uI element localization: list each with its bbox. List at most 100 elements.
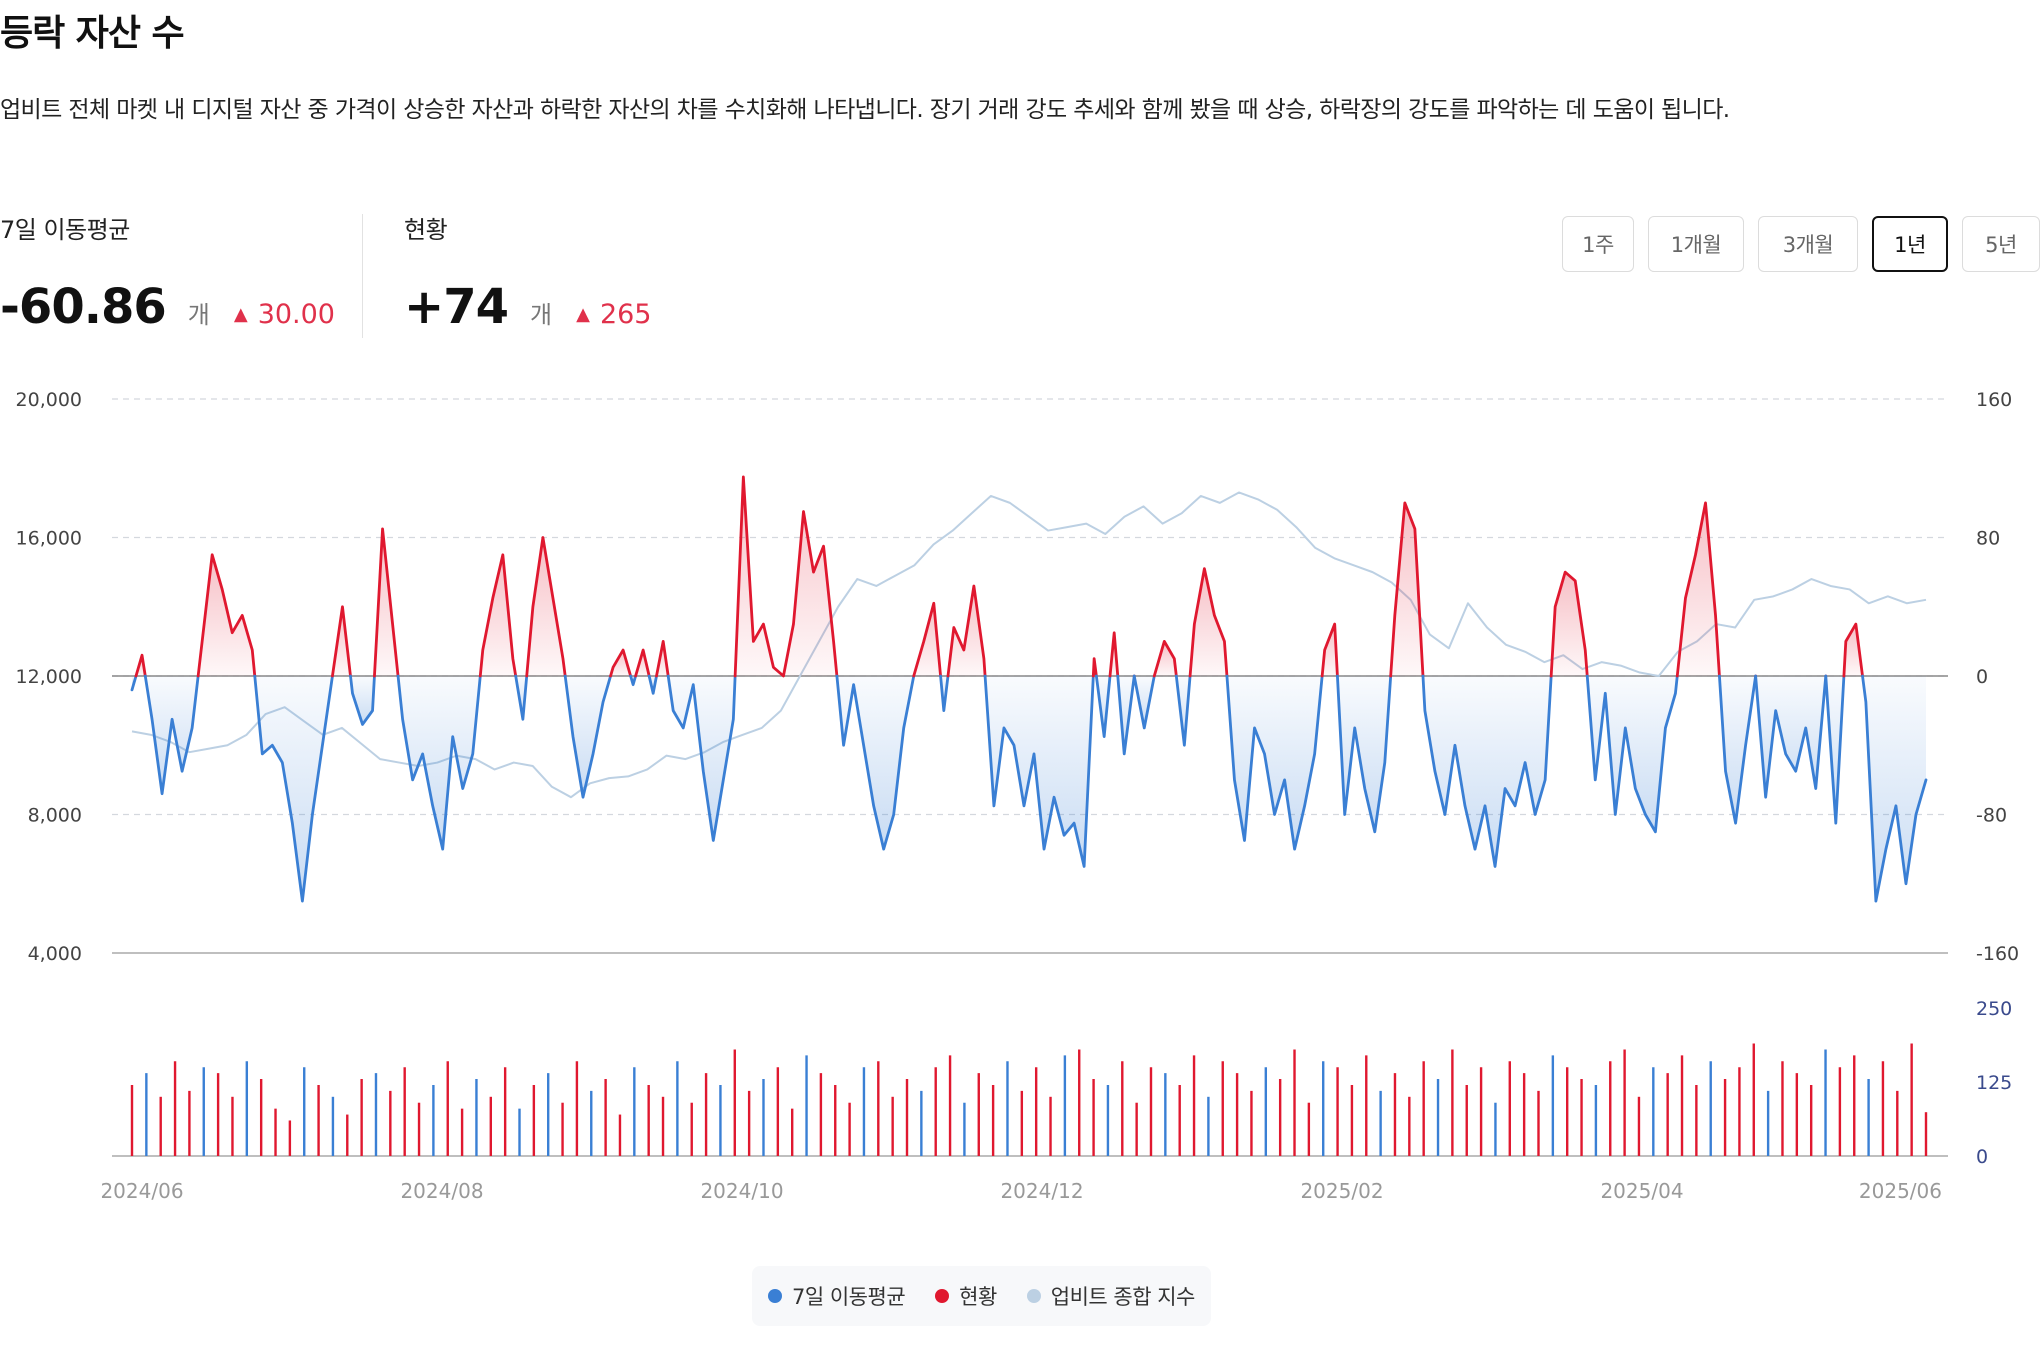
moving-average-area xyxy=(398,676,481,850)
moving-average-line xyxy=(1152,639,1178,678)
legend-dot-icon xyxy=(1026,1289,1041,1303)
moving-average-line xyxy=(647,674,658,695)
page-description: 업비트 전체 마켓 내 디지털 자산 중 가격이 상승한 자산과 하락한 자산의… xyxy=(0,97,1730,123)
moving-average-line xyxy=(1585,674,1679,834)
period-button-3m[interactable]: 3개월 xyxy=(1758,216,1858,272)
moving-average-area xyxy=(1190,568,1227,676)
moving-average-line xyxy=(349,674,376,726)
moving-average-line xyxy=(1824,674,1846,825)
x-axis-tick-label: 2025/02 xyxy=(1300,1179,1383,1203)
stat-moving-average-label: 7일 이동평균 xyxy=(0,216,130,244)
left-axis-tick-label: 16,000 xyxy=(16,528,82,550)
right-axis-tick-label: 160 xyxy=(1976,389,2012,411)
legend-item-index[interactable]: 업비트 종합 지수 xyxy=(1026,1281,1196,1311)
moving-average-line xyxy=(1861,674,1928,903)
moving-average-line xyxy=(143,674,200,796)
moving-average-line xyxy=(1718,674,1758,825)
stat-moving-average-change-value: 30.00 xyxy=(257,299,335,330)
left-axis-tick-label: 12,000 xyxy=(16,666,82,688)
moving-average-line xyxy=(1336,674,1393,834)
moving-average-area xyxy=(1551,572,1588,676)
left-axis-tick-label: 20,000 xyxy=(16,389,82,411)
moving-average-line xyxy=(1754,674,1828,799)
period-button-5y[interactable]: 5년 xyxy=(1962,216,2040,272)
moving-average-line xyxy=(1675,501,1721,678)
moving-average-area xyxy=(254,676,333,902)
legend-item-current[interactable]: 현황 xyxy=(935,1281,997,1311)
moving-average-area xyxy=(1862,676,1926,902)
right-axis-tick-label: -160 xyxy=(1976,943,2019,965)
left-axis-tick-label: 4,000 xyxy=(28,943,82,965)
moving-average-line xyxy=(1320,622,1339,678)
moving-average-area xyxy=(526,537,566,676)
stat-moving-average-unit: 개 xyxy=(187,301,210,329)
moving-average-area xyxy=(1117,676,1135,754)
stat-moving-average-change: ▲ 30.00 xyxy=(234,299,335,330)
moving-average-line xyxy=(912,601,942,678)
moving-average-line xyxy=(396,674,482,851)
moving-average-area xyxy=(610,650,631,676)
legend-dot-icon xyxy=(935,1289,950,1303)
moving-average-area xyxy=(1226,676,1323,850)
stat-current-value: +74 xyxy=(404,279,509,335)
moving-average-line xyxy=(1132,674,1156,730)
stat-current-unit: 개 xyxy=(530,301,553,329)
moving-average-area xyxy=(735,476,837,676)
legend-label-current: 현황 xyxy=(959,1285,997,1309)
moving-average-line xyxy=(939,674,950,713)
moving-average-area xyxy=(836,676,914,850)
period-button-1w[interactable]: 1주 xyxy=(1562,216,1634,272)
moving-average-area xyxy=(350,676,375,725)
left-axis-tick-label: 8,000 xyxy=(28,805,82,827)
moving-average-line xyxy=(1108,631,1120,678)
page-title: 등락 자산 수 xyxy=(0,13,185,54)
x-axis-tick-label: 2025/04 xyxy=(1600,1179,1683,1203)
moving-average-line xyxy=(196,553,257,678)
bar-axis-tick-label: 250 xyxy=(1976,998,2012,1020)
moving-average-line xyxy=(634,648,651,678)
legend-dot-icon xyxy=(768,1289,782,1303)
moving-average-line xyxy=(563,674,612,799)
moving-average-area xyxy=(480,554,516,676)
period-button-1y[interactable]: 1년 xyxy=(1872,216,1948,272)
legend-label-index: 업비트 종합 지수 xyxy=(1050,1285,1196,1309)
bar-axis-tick-label: 125 xyxy=(1976,1072,2012,1094)
moving-average-area xyxy=(1176,676,1191,746)
legend-label-moving-average: 7일 이동평균 xyxy=(792,1285,906,1309)
right-axis-tick-label: -80 xyxy=(1976,805,2007,827)
stat-divider xyxy=(362,214,363,338)
triangle-up-icon: ▲ xyxy=(233,304,248,325)
x-axis-tick-label: 2024/12 xyxy=(1000,1179,1083,1203)
triangle-up-icon: ▲ xyxy=(576,304,590,325)
rising-falling-assets-chart: 20,000 160 16,000 80 12,000 0 8,000 -80 4,000 -16… xyxy=(16,389,2020,1203)
moving-average-area xyxy=(1134,676,1155,728)
moving-average-area xyxy=(1154,641,1177,676)
moving-average-area xyxy=(985,676,1094,867)
moving-average-line xyxy=(525,536,567,678)
stat-current: 현황 +74 개 ▲ 265 xyxy=(404,210,652,335)
moving-average-line xyxy=(655,639,670,678)
period-selector: 1주 1개월 3개월 1년 5년 xyxy=(1562,216,2040,272)
moving-average-line xyxy=(1116,674,1136,756)
moving-average-line xyxy=(1091,657,1098,678)
moving-average-line xyxy=(1225,674,1324,851)
moving-average-line xyxy=(1842,622,1864,678)
moving-average-line xyxy=(1174,674,1192,747)
moving-average-area xyxy=(635,650,650,676)
period-button-1m[interactable]: 1개월 xyxy=(1648,216,1744,272)
moving-average-area xyxy=(565,676,611,798)
moving-average-area xyxy=(1587,676,1678,832)
x-axis-tick-label: 2024/08 xyxy=(400,1179,483,1203)
stat-current-label: 현황 xyxy=(404,216,448,244)
moving-average-line xyxy=(1421,674,1553,868)
moving-average-line xyxy=(253,674,334,903)
moving-average-line xyxy=(514,674,529,721)
moving-average-area xyxy=(332,606,351,676)
moving-average-line xyxy=(1549,570,1589,678)
legend-item-moving-average[interactable]: 7일 이동평균 xyxy=(768,1281,906,1311)
moving-average-area xyxy=(1322,624,1338,676)
stat-current-change: ▲ 265 xyxy=(576,299,651,330)
moving-average-line xyxy=(478,553,518,678)
moving-average-line xyxy=(130,674,138,692)
moving-average-area xyxy=(1422,676,1552,867)
